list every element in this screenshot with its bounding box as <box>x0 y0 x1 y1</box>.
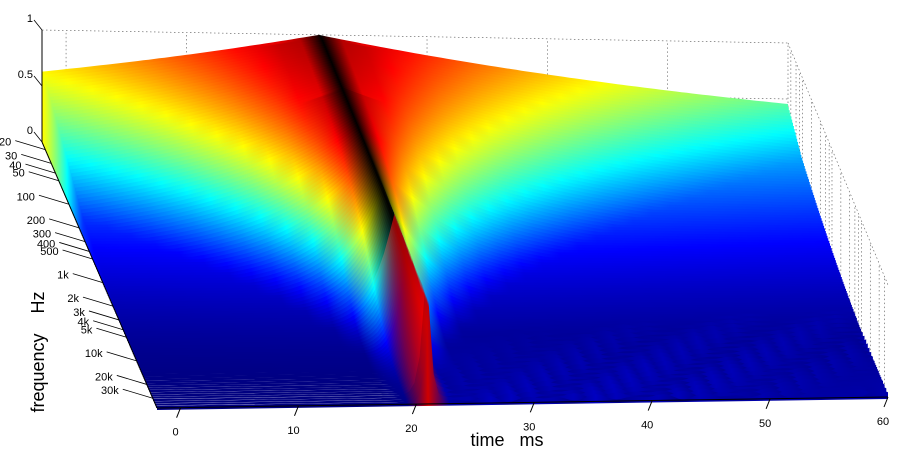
z-tick-label: 1 <box>27 13 33 25</box>
y-tick-label: 1k <box>57 270 69 282</box>
y-tick-label: 3k <box>73 307 85 319</box>
x-tick <box>765 398 771 409</box>
y-tick <box>38 194 70 205</box>
y-tick-label: 20k <box>95 371 113 383</box>
z-tick <box>33 75 43 87</box>
y-tick-label: 500 <box>40 246 58 258</box>
tick-labels: 0 10 20 30 40 50 60203040501002003004005001k2k… <box>0 13 889 439</box>
z-tick <box>33 19 43 31</box>
z-gridline <box>41 29 789 44</box>
y-tick <box>82 296 114 307</box>
y-tick <box>93 320 124 331</box>
y-axis-title: frequency Hz <box>28 291 48 412</box>
y-tick-label: 40 <box>9 160 21 172</box>
y-tick <box>28 171 59 182</box>
y-tick-label: 50 <box>12 168 24 180</box>
x-tick <box>647 400 653 411</box>
x-tick-label: 30 <box>523 421 535 433</box>
surface-slice <box>103 173 842 288</box>
x-tick-label: 10 <box>287 425 299 437</box>
y-tick <box>106 351 137 362</box>
surface-slice <box>101 169 841 284</box>
y-tick <box>54 232 86 243</box>
x-tick-label: 60 <box>877 416 889 428</box>
x-axis-line <box>156 396 889 409</box>
surface-slice <box>132 241 868 355</box>
y-tick-label: 200 <box>27 215 45 227</box>
y-tick-label: 5k <box>81 324 93 336</box>
x-tick <box>883 396 889 408</box>
x-tick-label: 50 <box>759 418 771 430</box>
z-tick-label: 0 <box>27 125 33 137</box>
surface-slice <box>141 262 875 375</box>
surface-slice <box>104 175 843 290</box>
y-tick <box>15 140 46 150</box>
y-tick-label: 4k <box>78 317 90 329</box>
y-tick <box>116 375 147 385</box>
y-axis-line <box>41 141 158 409</box>
y-tick-label: 20 <box>0 137 11 149</box>
surface-slice <box>139 257 873 370</box>
surface-slice <box>157 300 888 410</box>
z-tick-label: 0.5 <box>18 69 33 81</box>
x-tick-label: 0 <box>173 427 179 439</box>
y-tick <box>21 153 52 164</box>
surface-slice <box>143 267 877 379</box>
y-tick-label: 10k <box>85 348 103 360</box>
y-tick-label: 30 <box>5 150 17 162</box>
x-tick <box>411 403 417 415</box>
y-tick-label: 100 <box>17 191 35 203</box>
surface-slice <box>134 246 869 359</box>
y-tick-label: 300 <box>33 229 51 241</box>
x-tick <box>294 405 299 417</box>
waterfall-surface <box>42 34 888 410</box>
x-tick-label: 20 <box>405 423 417 435</box>
y-tick <box>72 273 103 283</box>
y-tick <box>25 163 56 174</box>
y-tick-label: 400 <box>37 238 55 250</box>
x-axis-title: time ms <box>470 430 543 450</box>
y-tick <box>88 310 120 321</box>
z-tick <box>33 131 43 143</box>
y-tick <box>62 249 93 260</box>
surface-slice <box>140 260 874 372</box>
axes-lines <box>15 19 889 418</box>
y-tick-label: 30k <box>101 385 119 397</box>
y-tick <box>122 388 153 399</box>
y-tick-label: 2k <box>67 293 79 305</box>
x-tick <box>176 407 182 418</box>
y-tick <box>49 218 80 229</box>
y-tick <box>96 327 127 338</box>
x-tick <box>529 402 535 413</box>
x-tick-label: 40 <box>641 420 653 432</box>
surface-slice <box>138 255 873 368</box>
surface-slice <box>136 250 871 364</box>
y-tick <box>59 242 90 252</box>
surface-slice <box>102 171 841 286</box>
